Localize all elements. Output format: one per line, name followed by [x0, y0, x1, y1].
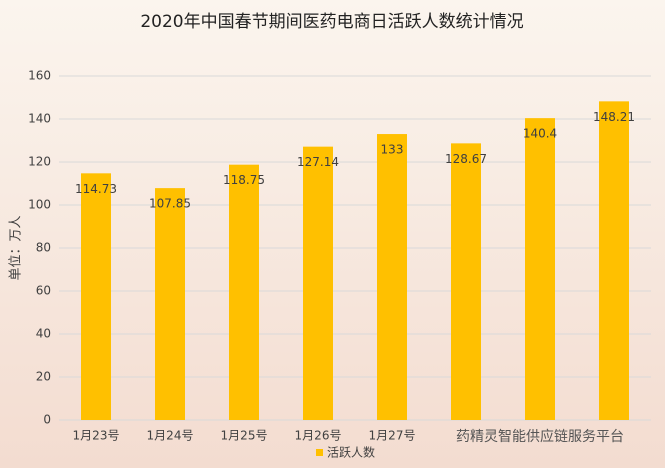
data-label: 140.4	[523, 127, 557, 141]
watermark: 药精灵智能供应链服务平台	[456, 428, 624, 445]
bar	[377, 134, 407, 421]
bar	[599, 101, 629, 420]
y-tick-label: 80	[36, 241, 51, 255]
x-tick-label: 1月25号	[221, 429, 268, 443]
y-tick-label: 120	[28, 155, 51, 169]
data-label: 107.85	[149, 197, 191, 211]
y-tick-label: 20	[36, 370, 51, 384]
data-label: 118.75	[223, 173, 265, 187]
legend-swatch	[316, 449, 323, 456]
bar	[303, 146, 333, 421]
data-label: 127.14	[297, 155, 339, 169]
legend-label: 活跃人数	[327, 445, 375, 460]
x-tick-label: 1月26号	[295, 429, 342, 443]
x-tick-label: 1月24号	[147, 429, 194, 443]
data-label: 133	[381, 143, 404, 157]
x-tick-label: 1月23号	[73, 429, 120, 443]
data-label: 128.67	[445, 152, 487, 166]
bar	[81, 173, 111, 420]
bar	[229, 164, 259, 420]
bar	[155, 188, 185, 420]
y-tick-label: 100	[28, 198, 51, 212]
x-tick-label: 1月27号	[369, 429, 416, 443]
y-tick-label: 160	[28, 69, 51, 83]
chart-title: 2020年中国春节期间医药电商日活跃人数统计情况	[140, 12, 523, 32]
bar	[525, 118, 555, 420]
y-axis-label: 单位：万人	[9, 215, 24, 280]
bar	[451, 143, 481, 420]
y-tick-label: 0	[43, 413, 51, 427]
y-tick-label: 40	[36, 327, 51, 341]
data-label: 114.73	[75, 182, 117, 196]
y-tick-label: 60	[36, 284, 51, 298]
data-label: 148.21	[593, 110, 635, 124]
y-tick-label: 140	[28, 112, 51, 126]
